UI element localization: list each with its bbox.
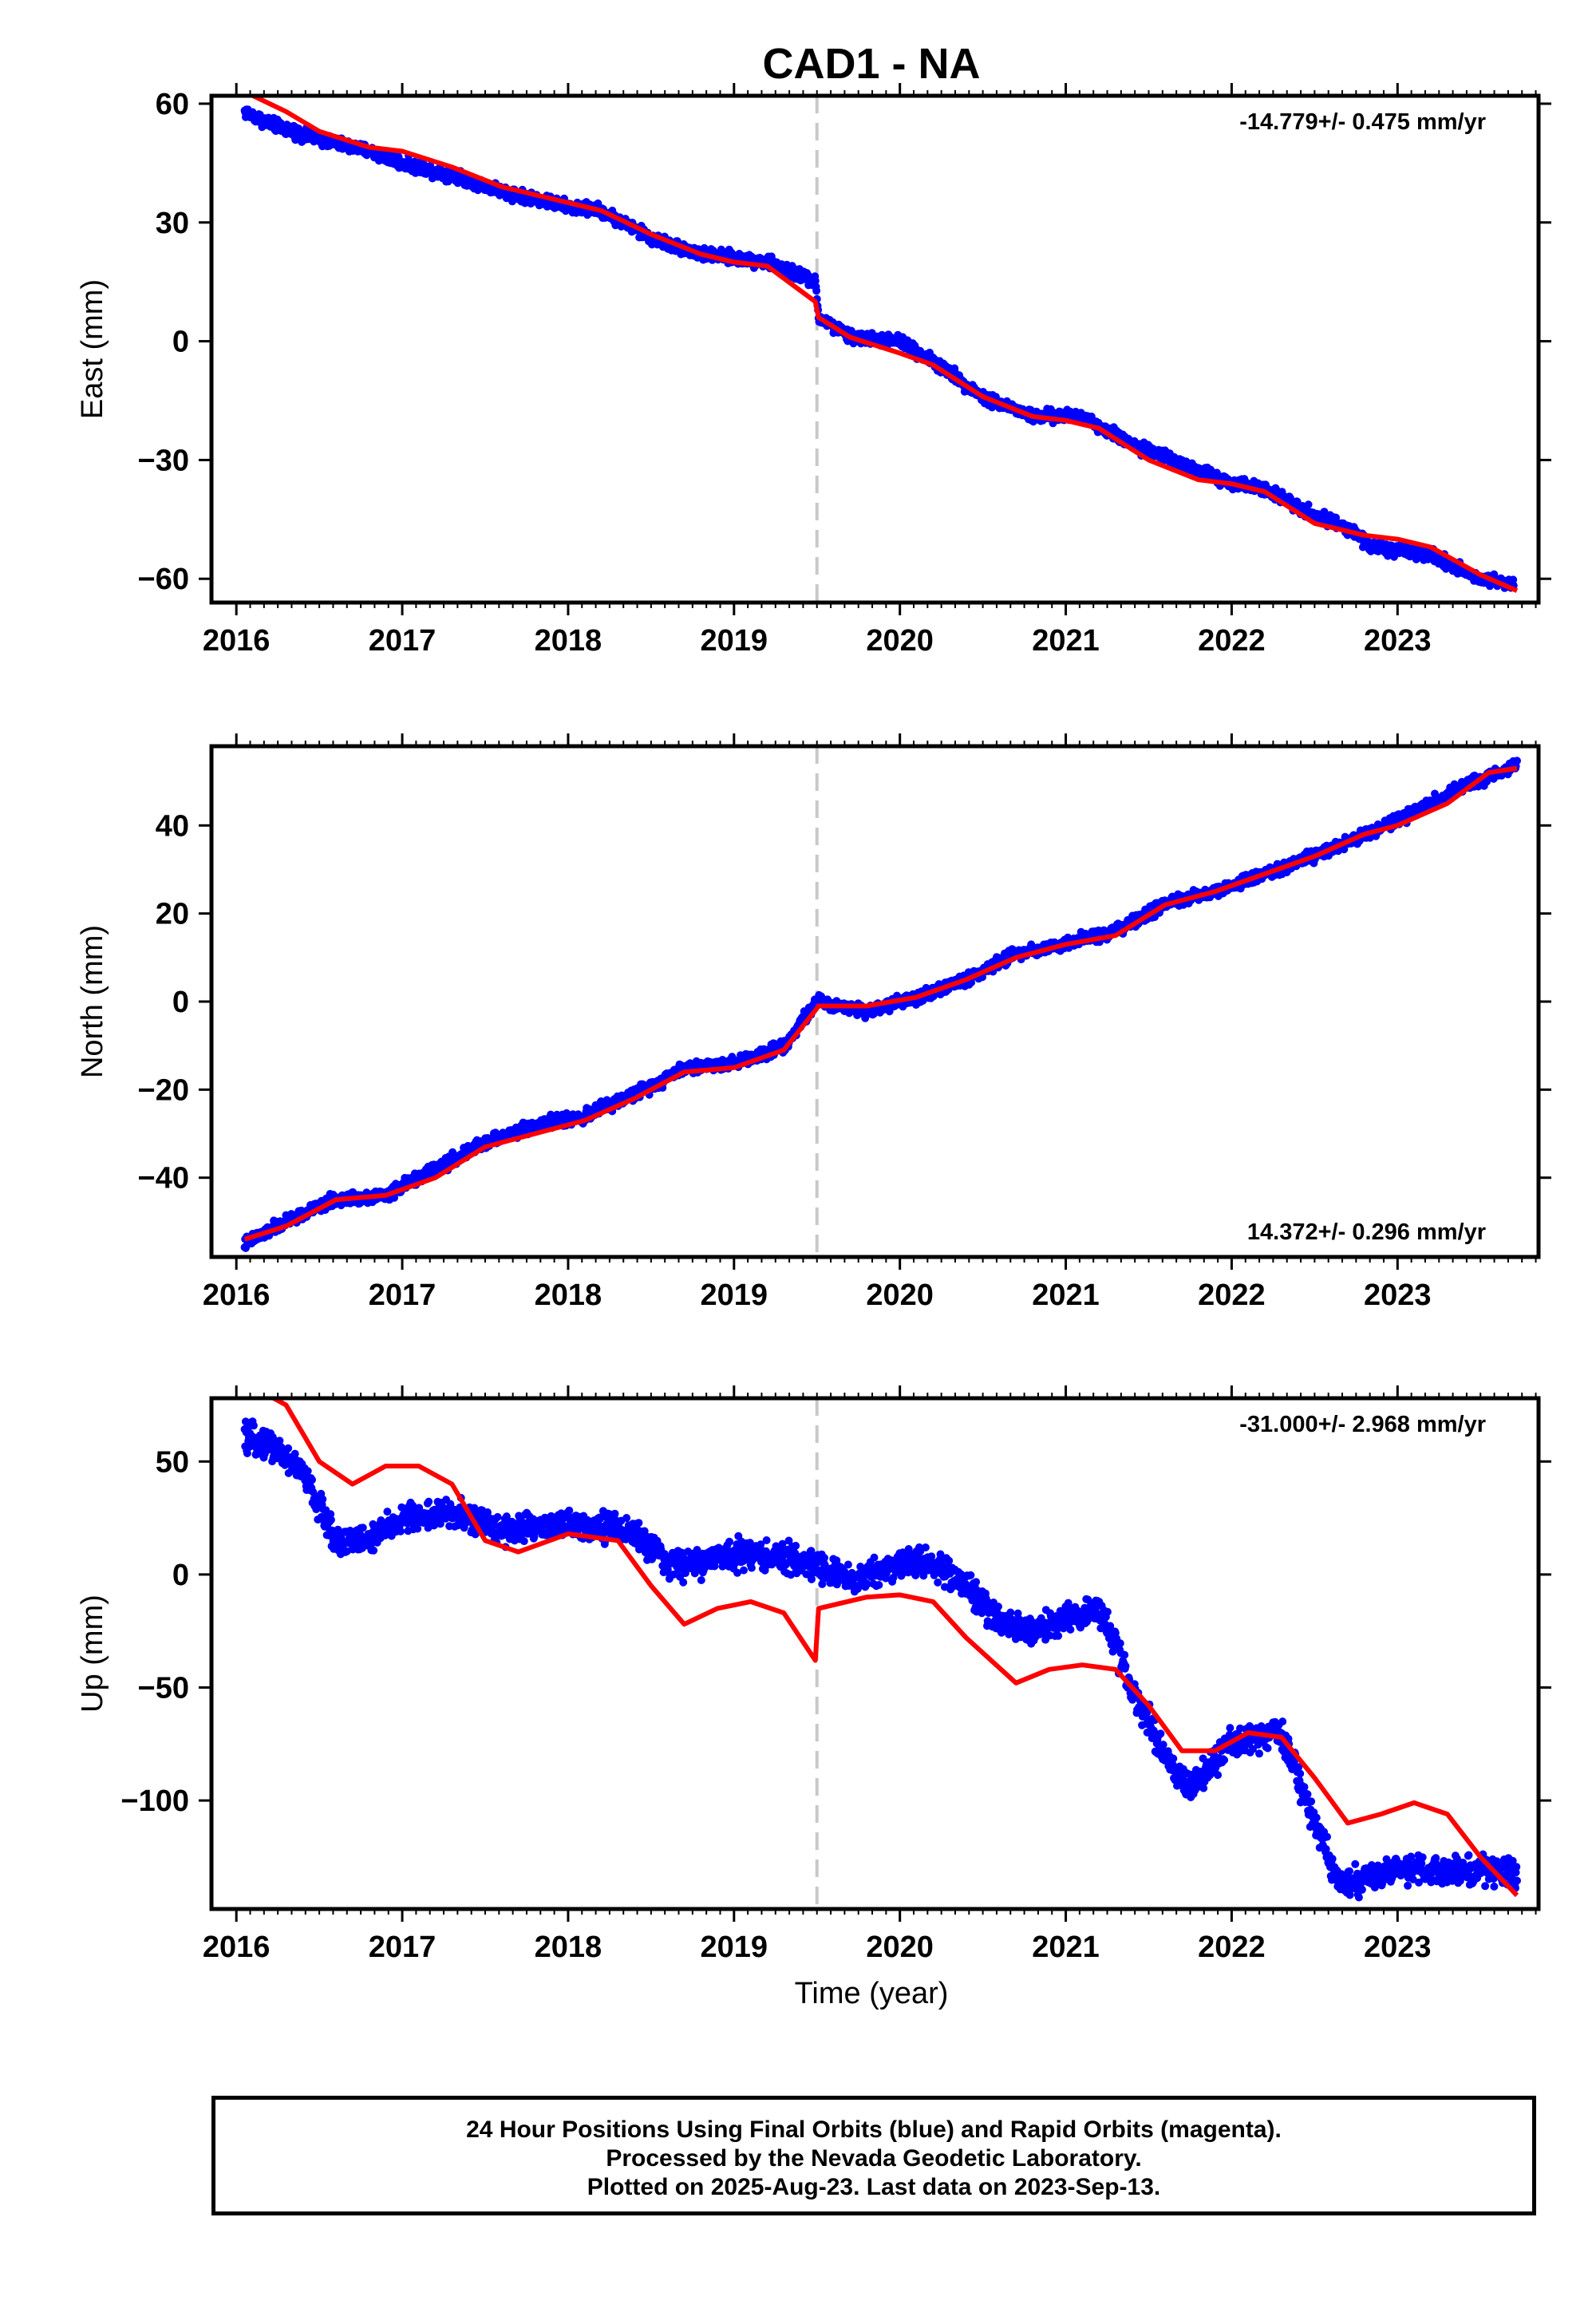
rate-label-up: -31.000+/- 2.968 mm/yr [1239,1412,1486,1437]
y-tick-label-north--20: −20 [138,1073,189,1107]
y-tick-label-east-30: 30 [156,207,189,240]
x-tick-label-east-2018: 2018 [535,624,602,658]
y-tick-label-up-0: 0 [172,1559,189,1592]
x-tick-label-north-2022: 2022 [1198,1279,1266,1312]
caption-line-3: Plotted on 2025-Aug-23. Last data on 202… [587,2174,1161,2200]
y-tick-label-up--100: −100 [120,1784,189,1818]
caption-box: 24 Hour Positions Using Final Orbits (bl… [211,2096,1536,2215]
figure-title: CAD1 - NA [762,40,980,88]
y-tick-label-up--50: −50 [138,1671,189,1705]
y-tick-label-up-50: 50 [156,1445,189,1479]
y-tick-label-east--60: −60 [138,563,189,596]
x-tick-label-north-2020: 2020 [866,1279,934,1312]
x-tick-label-up-2022: 2022 [1198,1931,1266,1964]
y-tick-label-north-0: 0 [172,986,189,1019]
caption-line-2: Processed by the Nevada Geodetic Laborat… [606,2145,1142,2172]
panel-up: 2016 2017 2018 2019 2020 2021 2022 2023 50 0 −50 −1… [76,1385,1551,1964]
x-tick-label-east-2021: 2021 [1032,624,1100,658]
plot-area-up [240,1398,1522,1902]
x-tick-label-up-2019: 2019 [701,1931,768,1964]
x-tick-label-up-2023: 2023 [1364,1931,1432,1964]
x-tick-label-east-2017: 2017 [369,624,437,658]
model-line-north [243,765,1518,1242]
y-axis-title-east: East (mm) [76,279,109,419]
plot-area-north [240,757,1522,1252]
panel-east: 2016 2017 2018 2019 2020 2021 2022 2023 60 30 0 −30… [76,83,1551,658]
model-line-east [247,96,1519,593]
panels: 2016 2017 2018 2019 2020 2021 2022 2023 60 30 0 −30… [76,83,1551,1964]
frame-up [209,1396,1541,1911]
caption-line-1: 24 Hour Positions Using Final Orbits (bl… [466,2116,1282,2143]
x-tick-label-north-2017: 2017 [369,1279,437,1312]
y-tick-label-north-40: 40 [156,809,189,843]
x-tick-label-north-2023: 2023 [1364,1279,1432,1312]
x-tick-label-east-2019: 2019 [701,624,768,658]
y-tick-label-east--30: −30 [138,444,189,477]
x-tick-label-east-2016: 2016 [203,624,271,658]
y-tick-label-north-20: 20 [156,898,189,931]
x-tick-label-north-2019: 2019 [701,1279,768,1312]
model-line-up [268,1398,1519,1898]
x-tick-label-north-2016: 2016 [203,1279,271,1312]
x-tick-label-east-2020: 2020 [866,624,934,658]
x-tick-label-up-2018: 2018 [535,1931,602,1964]
y-tick-label-east-60: 60 [156,88,189,121]
x-tick-label-up-2021: 2021 [1032,1931,1100,1964]
plot-area-east [240,96,1519,593]
panel-north: 2016 2017 2018 2019 2020 2021 2022 2023 40 20 0 −20… [76,733,1551,1312]
frame-east [209,93,1541,605]
y-axis-title-up: Up (mm) [76,1595,109,1713]
x-tick-label-up-2017: 2017 [369,1931,437,1964]
x-tick-label-north-2018: 2018 [535,1279,602,1312]
y-tick-label-north--40: −40 [138,1162,189,1196]
rate-label-east: -14.779+/- 0.475 mm/yr [1239,109,1486,135]
x-tick-label-east-2022: 2022 [1198,624,1266,658]
x-tick-label-up-2016: 2016 [203,1931,271,1964]
y-axis-title-north: North (mm) [76,925,109,1078]
x-tick-label-north-2021: 2021 [1032,1279,1100,1312]
x-tick-label-east-2023: 2023 [1364,624,1432,658]
data-points-up [240,1417,1522,1902]
y-tick-label-east-0: 0 [172,326,189,359]
x-axis-title: Time (year) [795,1977,949,2010]
x-tick-label-up-2020: 2020 [866,1931,934,1964]
rate-label-north: 14.372+/- 0.296 mm/yr [1247,1219,1486,1245]
